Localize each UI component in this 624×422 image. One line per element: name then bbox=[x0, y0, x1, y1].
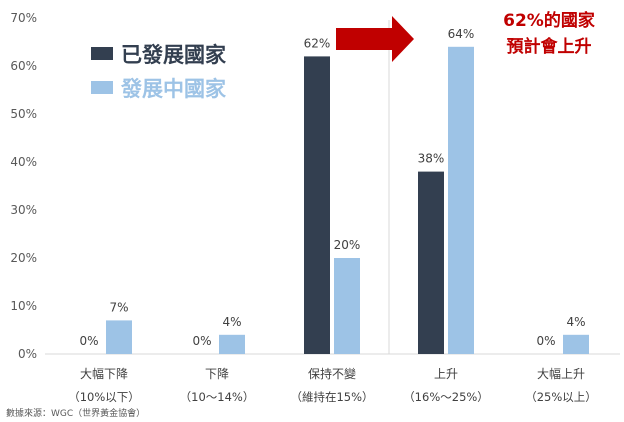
legend-swatch-developing bbox=[91, 81, 113, 94]
legend: 已發展國家 發展中國家 bbox=[91, 43, 227, 101]
data-label: 7% bbox=[109, 300, 128, 314]
bar-developing bbox=[219, 334, 245, 354]
bar-developing bbox=[106, 320, 132, 354]
category-sublabel: （維持在15%） bbox=[290, 390, 373, 404]
data-label: 4% bbox=[566, 315, 585, 329]
data-label: 20% bbox=[334, 238, 361, 252]
data-label: 64% bbox=[448, 27, 475, 41]
callout-arrow bbox=[336, 16, 414, 62]
bar-developing bbox=[334, 258, 360, 354]
bar-developed bbox=[418, 171, 444, 354]
legend-label-developing: 發展中國家 bbox=[120, 77, 227, 101]
data-label: 0% bbox=[79, 334, 98, 348]
data-labels: 0% 0% 62% 38% 0% 7% 4% 20% 64% 4% bbox=[79, 27, 585, 348]
category-sublabel: （10%以下） bbox=[68, 390, 140, 404]
y-tick-label: 0% bbox=[18, 347, 37, 361]
category-label: 大幅上升 bbox=[537, 366, 585, 381]
bar-developing bbox=[448, 46, 474, 355]
data-label: 0% bbox=[192, 334, 211, 348]
bar-developed bbox=[304, 56, 330, 355]
category-sublabel: （25%以上） bbox=[525, 390, 597, 404]
data-label: 4% bbox=[222, 315, 241, 329]
y-tick-label: 40% bbox=[10, 155, 37, 169]
y-tick-label: 10% bbox=[10, 299, 37, 313]
callout-line-2: 預計會上升 bbox=[507, 36, 592, 57]
y-tick-label: 30% bbox=[10, 203, 37, 217]
y-tick-label: 70% bbox=[10, 11, 37, 25]
category-label: 保持不變 bbox=[308, 366, 356, 381]
category-labels: 大幅下降 （10%以下） 下降 （10～14%） 保持不變 （維持在15%） 上升 （16%～… bbox=[68, 366, 597, 404]
bars bbox=[106, 46, 589, 355]
source-note: 數據來源：WGC（世界黃金協會） bbox=[6, 407, 145, 419]
category-label: 大幅下降 bbox=[80, 366, 128, 381]
legend-swatch-developed bbox=[91, 47, 113, 60]
category-sublabel: （16%～25%） bbox=[403, 390, 489, 404]
legend-label-developed: 已發展國家 bbox=[121, 43, 227, 67]
y-tick-label: 50% bbox=[10, 107, 37, 121]
data-label: 62% bbox=[304, 36, 331, 50]
category-label: 下降 bbox=[205, 367, 229, 381]
y-tick-label: 20% bbox=[10, 251, 37, 265]
data-label: 0% bbox=[536, 334, 555, 348]
data-label: 38% bbox=[418, 152, 445, 166]
bar-developing bbox=[563, 334, 589, 354]
callout-line-1: 62%的國家 bbox=[503, 10, 595, 31]
y-tick-label: 60% bbox=[10, 59, 37, 73]
y-axis-ticks: 0% 10% 20% 30% 40% 50% 60% 70% bbox=[10, 11, 37, 361]
category-sublabel: （10～14%） bbox=[180, 390, 255, 404]
category-label: 上升 bbox=[434, 367, 458, 381]
